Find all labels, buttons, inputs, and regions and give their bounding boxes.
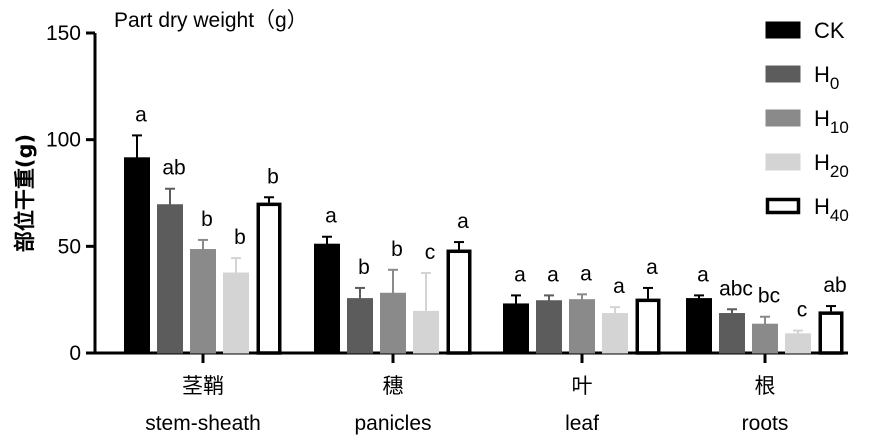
y-tick-label: 50 [58,235,81,258]
bar [413,310,439,354]
significance-label: bc [758,285,780,308]
significance-label: b [201,208,213,231]
significance-label: a [547,263,559,286]
legend-label: H0 [814,62,839,93]
significance-label: b [358,256,370,279]
y-axis-label: 部位干重(g) [13,134,37,252]
significance-label: ab [823,274,846,297]
significance-label: a [514,263,526,286]
bar [314,243,340,354]
legend-swatch [765,65,801,83]
significance-label: a [135,103,147,126]
significance-label: a [325,205,337,228]
bar [752,323,778,354]
bar [536,300,562,354]
bar [190,249,216,354]
legend-label: H40 [814,194,849,225]
significance-label: a [457,210,469,233]
legend-label: CK [814,18,845,43]
significance-label: b [267,165,279,188]
x-tick-label: 叶 [572,375,593,398]
bar [503,303,529,354]
labels: Part dry weight（g） 部位干重(g) 茎鞘 stem-sheath 穗p… [13,9,847,435]
significance-label: b [234,226,246,249]
significance-label: a [646,256,658,279]
significance-label: a [613,275,625,298]
legend-swatch [765,153,801,171]
bar [785,333,811,354]
significance-label: ab [162,157,185,180]
x-tick-label: stem-sheath [145,412,261,435]
bar [686,298,712,354]
x-tick-label: 根 [755,375,776,398]
legend: CK H0 H10 H20 H40 [765,18,849,225]
y-tick-label: 100 [46,129,81,152]
x-tick-label: leaf [565,412,599,435]
bar [719,313,745,354]
bar [124,157,150,354]
legend-label: H20 [814,150,849,181]
bar [157,204,183,354]
bar [635,298,661,355]
significance-label: abc [719,277,753,300]
x-tick-label: roots [742,412,789,435]
bar [569,299,595,354]
bar [223,272,249,354]
significance-label: a [697,263,709,286]
significance-label: c [797,299,808,322]
bar [818,311,844,355]
chart-title: Part dry weight（g） [114,9,308,32]
y-tick-label: 150 [46,22,81,45]
legend-swatch [765,109,801,127]
y-tick-label: 0 [69,342,81,365]
bar [380,292,406,354]
bar [602,313,628,354]
x-tick-label: 穗 [383,375,404,398]
significance-label: c [425,241,436,264]
bars [124,134,844,355]
bar [256,202,282,355]
bar [446,249,472,355]
significance-label: a [580,262,592,285]
bar [347,298,373,354]
significance-label: b [391,238,403,261]
legend-swatch [765,21,801,39]
x-tick-label: panicles [354,412,431,435]
x-tick-label: 茎鞘 [182,375,224,398]
legend-swatch [765,197,801,215]
legend-label: H10 [814,106,849,137]
